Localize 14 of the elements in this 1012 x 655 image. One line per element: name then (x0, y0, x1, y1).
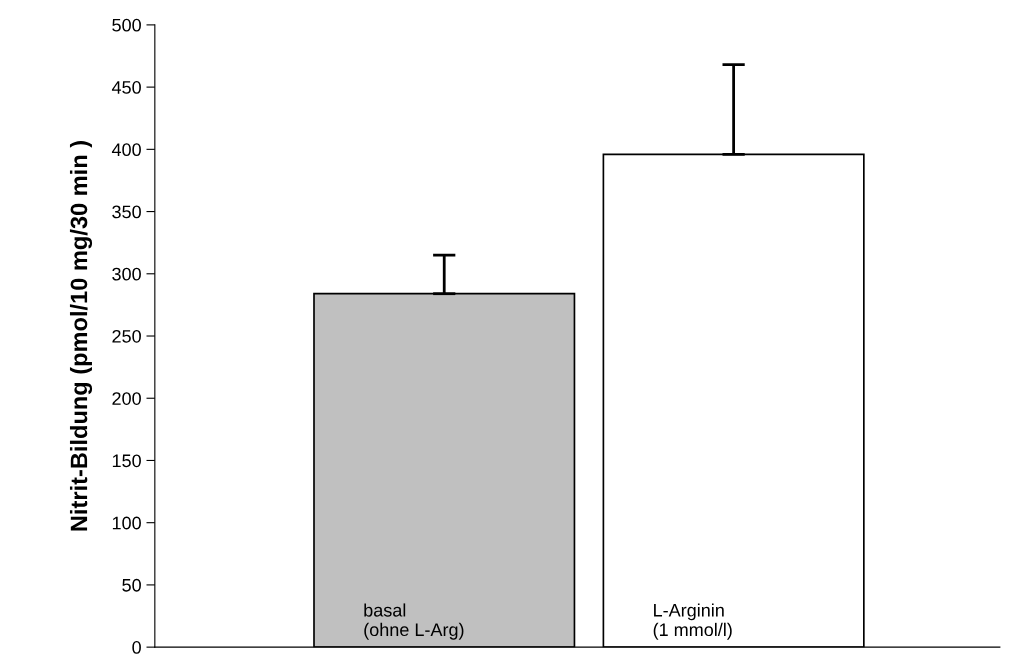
y-tick-label: 150 (112, 454, 141, 468)
y-tick-label: 250 (112, 329, 141, 343)
x-tick-label: L-Arginin (1 mmol/l) (653, 603, 732, 640)
y-tick-label: 400 (111, 143, 141, 157)
y-tick-label: 100 (112, 516, 141, 530)
y-tick-label: 450 (111, 81, 141, 94)
x-tick-label: basal (ohne L-Arg) (364, 603, 464, 640)
y-tick-label: 500 (112, 18, 141, 32)
y-tick-label: 50 (122, 578, 141, 592)
y-tick-label: 350 (112, 205, 141, 219)
y-axis-title: Nitrit-Bildung (pmol/10 mg/30 min ) (69, 141, 93, 531)
y-tick-label: 0 (132, 641, 141, 654)
y-tick-label: 200 (112, 392, 141, 405)
y-tick-label: 300 (112, 267, 141, 281)
